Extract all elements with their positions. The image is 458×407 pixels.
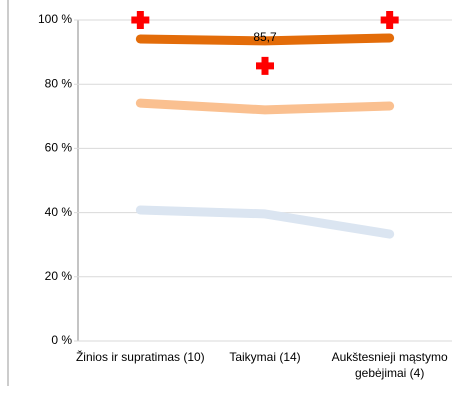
y-tick-label: 100 % xyxy=(38,12,72,26)
plus-marker xyxy=(256,56,274,75)
y-tick-label: 20 % xyxy=(45,269,73,283)
data-label: 85,7 xyxy=(253,30,277,44)
series-line xyxy=(135,98,395,115)
x-tick-label: Aukštesnieji mąstymo gebėjimai (4) xyxy=(331,350,448,380)
x-tick-label: Žinios ir supratimas (10) xyxy=(75,350,205,364)
series-line xyxy=(135,205,395,239)
series-line xyxy=(135,33,395,46)
x-tick-label: Taikymai (14) xyxy=(229,350,301,364)
y-tick-label: 60 % xyxy=(45,141,73,155)
y-tick-label: 0 % xyxy=(51,333,72,347)
y-tick-label: 40 % xyxy=(45,205,73,219)
plus-marker xyxy=(131,11,150,29)
y-tick-label: 80 % xyxy=(45,76,73,90)
plus-marker xyxy=(380,11,399,29)
